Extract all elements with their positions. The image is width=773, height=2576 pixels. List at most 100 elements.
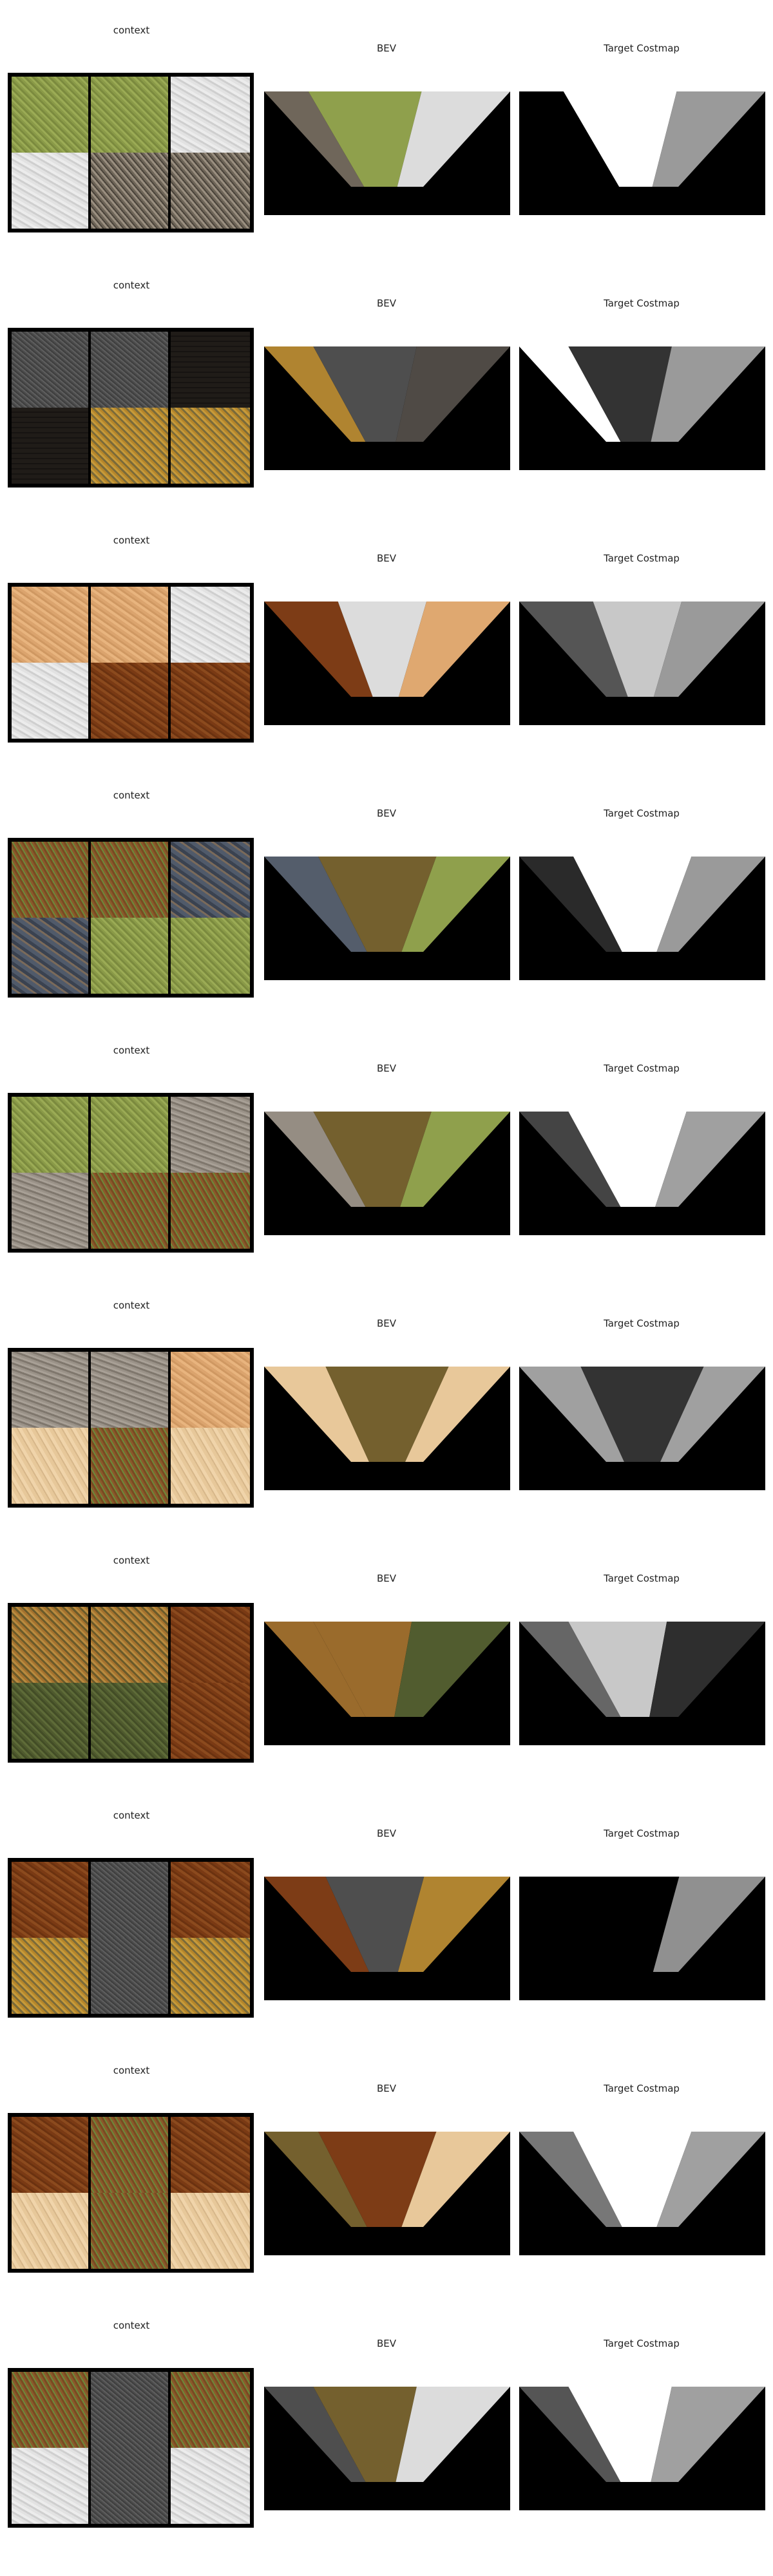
bev-image	[264, 2132, 510, 2255]
costmap-image	[519, 1877, 765, 2000]
context-title: context	[113, 2320, 150, 2331]
bev-image	[264, 857, 510, 980]
context-tile	[170, 918, 250, 994]
costmap-title: Target Costmap	[604, 2083, 680, 2094]
context-title: context	[113, 1555, 150, 1566]
bev-title: BEV	[376, 1063, 397, 1074]
context-tile	[170, 1607, 250, 1683]
bev-title: BEV	[376, 2083, 397, 2094]
center-region	[338, 601, 427, 697]
context-title: context	[113, 535, 150, 546]
right-region	[397, 1877, 510, 1972]
left-region	[519, 1367, 624, 1462]
context-tile	[91, 2448, 171, 2524]
costmap-title: Target Costmap	[604, 298, 680, 309]
right-region	[400, 1112, 510, 1207]
bev-title: BEV	[376, 553, 397, 564]
context-tile	[91, 2193, 171, 2269]
right-region	[397, 91, 510, 187]
center-region	[568, 346, 672, 442]
left-region	[519, 857, 622, 952]
center-region	[573, 2132, 692, 2227]
context-tile	[170, 1173, 250, 1249]
right-region	[656, 2132, 765, 2227]
context-tile	[12, 1352, 91, 1428]
left-region	[264, 2132, 367, 2227]
context-tile	[12, 1938, 91, 2014]
bev-image	[264, 1622, 510, 1745]
context-tile	[12, 1862, 91, 1938]
bev-image	[264, 346, 510, 470]
bev-image	[264, 1877, 510, 2000]
context-tile	[91, 1173, 171, 1249]
left-region	[264, 857, 367, 952]
center-region	[568, 2387, 672, 2482]
figure-row: context BEV Target Costmap	[0, 1530, 773, 1785]
figure-row: context BEV Target Costmap	[0, 765, 773, 1020]
center-region	[563, 91, 677, 187]
left-region	[519, 601, 628, 697]
context-tile	[170, 2372, 250, 2448]
right-region	[394, 1622, 510, 1717]
context-tile	[170, 153, 250, 229]
right-region	[398, 601, 510, 697]
bev-title: BEV	[376, 2338, 397, 2349]
figure-row: context BEV Target Costmap	[0, 1020, 773, 1275]
context-tile	[12, 2448, 91, 2524]
center-region	[593, 601, 682, 697]
context-tile	[12, 918, 91, 994]
center-region	[580, 1877, 680, 1972]
left-region	[264, 601, 373, 697]
context-tile	[12, 1173, 91, 1249]
context-tile	[12, 1097, 91, 1173]
center-region	[313, 346, 417, 442]
center-region	[318, 857, 437, 952]
context-tile	[91, 332, 171, 408]
context-grid	[8, 1858, 254, 2018]
context-tile	[12, 663, 91, 739]
costmap-image	[519, 346, 765, 470]
context-grid	[8, 838, 254, 998]
center-region	[568, 1112, 687, 1207]
context-tile	[170, 1428, 250, 1504]
left-region	[519, 91, 620, 187]
center-region	[325, 1877, 425, 1972]
center-region	[313, 1112, 432, 1207]
left-region	[264, 1367, 369, 1462]
costmap-title: Target Costmap	[604, 2338, 680, 2349]
context-tile	[170, 2193, 250, 2269]
context-tile	[170, 1862, 250, 1938]
context-tile	[12, 1428, 91, 1504]
left-region	[264, 1112, 366, 1207]
left-region	[264, 1622, 366, 1717]
costmap-image	[519, 1367, 765, 1490]
bev-title: BEV	[376, 43, 397, 54]
context-grid	[8, 1093, 254, 1253]
center-region	[313, 1622, 412, 1717]
context-tile	[12, 77, 91, 153]
context-tile	[12, 2117, 91, 2193]
context-tile	[12, 1607, 91, 1683]
bev-image	[264, 1367, 510, 1490]
costmap-title: Target Costmap	[604, 1828, 680, 1839]
left-region	[264, 91, 365, 187]
costmap-title: Target Costmap	[604, 1573, 680, 1584]
figure-row: context BEV Target Costmap	[0, 2040, 773, 2295]
costmap-image	[519, 601, 765, 725]
center-region	[308, 91, 422, 187]
context-tile	[170, 842, 250, 918]
context-tile	[91, 587, 171, 663]
right-region	[405, 1367, 510, 1462]
figure-row: context BEV Target Costmap	[0, 510, 773, 765]
context-tile	[170, 663, 250, 739]
left-region	[519, 1112, 621, 1207]
costmap-image	[519, 1112, 765, 1235]
context-grid	[8, 2368, 254, 2528]
left-region	[519, 1877, 624, 1972]
right-region	[401, 857, 510, 952]
figure-row: context BEV Target Costmap	[0, 255, 773, 510]
context-grid	[8, 328, 254, 488]
bev-title: BEV	[376, 1573, 397, 1584]
costmap-image	[519, 857, 765, 980]
bev-image	[264, 91, 510, 215]
